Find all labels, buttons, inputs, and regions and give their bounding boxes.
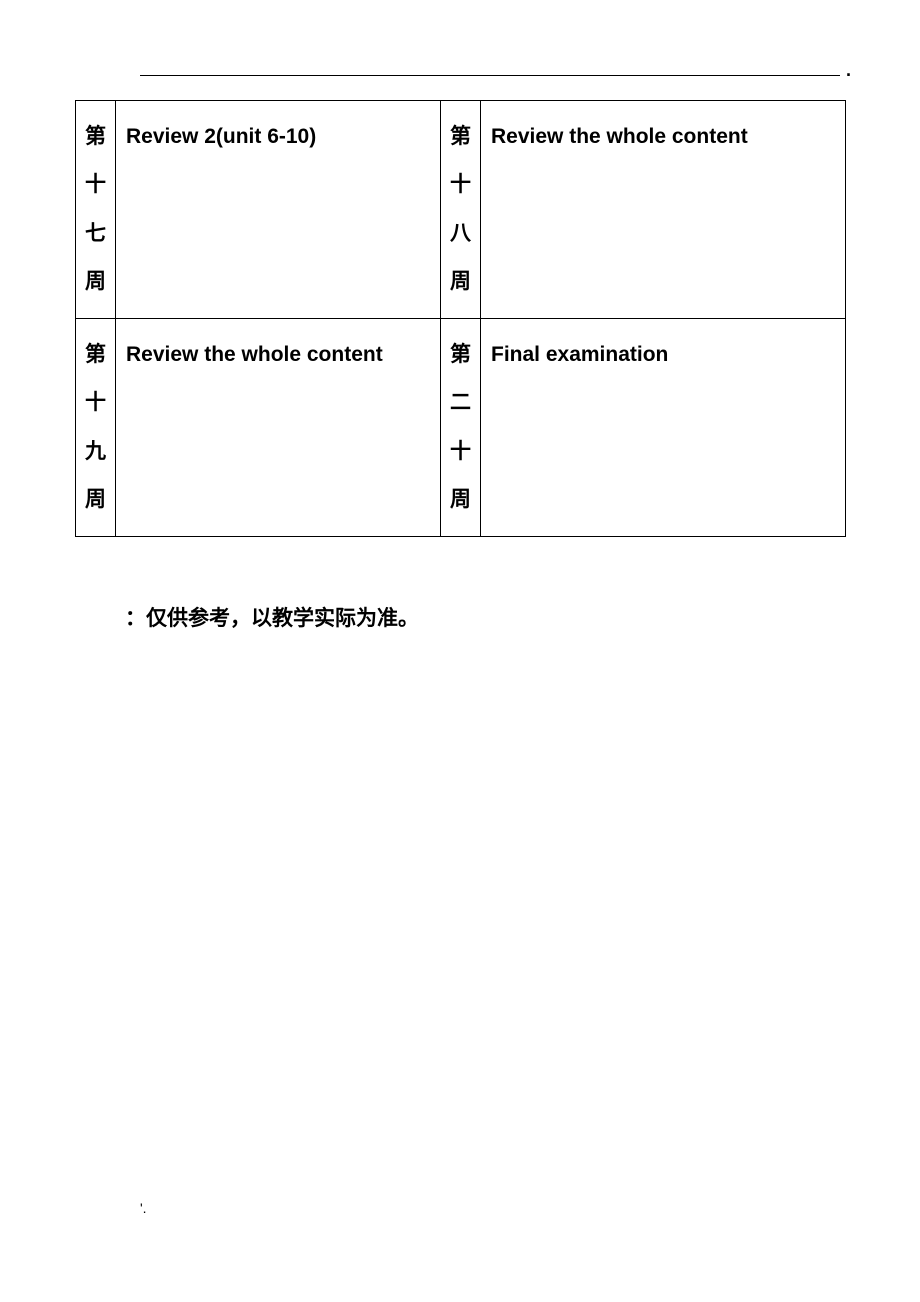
content-cell: Review the whole content <box>481 101 846 319</box>
document-page: . 第十七周 Review 2(unit 6-10) 第十八周 Review t… <box>0 0 920 1302</box>
table-row: 第十七周 Review 2(unit 6-10) 第十八周 Review the… <box>76 101 846 319</box>
content-cell: Review 2(unit 6-10) <box>116 101 441 319</box>
week-label-cell: 第十八周 <box>441 101 481 319</box>
header-underline <box>140 75 840 76</box>
header-dot: . <box>846 60 851 81</box>
week-label-cell: 第十九周 <box>76 319 116 537</box>
footer-dot: '. <box>140 1200 147 1216</box>
content-cell: Final examination <box>481 319 846 537</box>
week-label-cell: 第十七周 <box>76 101 116 319</box>
week-label-cell: 第二十周 <box>441 319 481 537</box>
schedule-table: 第十七周 Review 2(unit 6-10) 第十八周 Review the… <box>75 100 846 537</box>
content-cell: Review the whole content <box>116 319 441 537</box>
table-row: 第十九周 Review the whole content 第二十周 Final… <box>76 319 846 537</box>
footnote-text: ：仅供参考，以教学实际为准。 <box>125 602 845 632</box>
